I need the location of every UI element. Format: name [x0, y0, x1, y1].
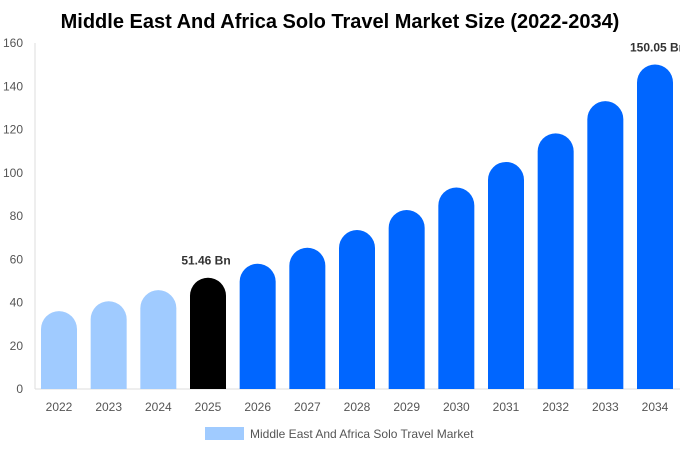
chart-title: Middle East And Africa Solo Travel Marke… — [61, 11, 620, 33]
y-tick-label: 40 — [10, 296, 24, 310]
x-tick-label: 2025 — [195, 400, 222, 414]
bar-2023 — [90, 301, 127, 389]
data-label: 51.46 Bn — [181, 254, 230, 268]
bar-2032 — [537, 133, 574, 389]
x-tick-label: 2022 — [46, 400, 73, 414]
bar-2027 — [289, 247, 326, 389]
data-label: 150.05 Bn — [630, 41, 680, 55]
legend-label: Middle East And Africa Solo Travel Marke… — [250, 427, 474, 441]
x-tick-label: 2027 — [294, 400, 321, 414]
bar-2031 — [488, 161, 524, 389]
data-labels: 51.46 Bn 150.05 Bn — [181, 41, 680, 268]
x-tick-label: 2034 — [642, 400, 669, 414]
y-tick-label: 0 — [16, 382, 23, 396]
x-tick-label: 2029 — [393, 400, 420, 414]
bar-2033 — [587, 101, 624, 389]
bar-2030 — [438, 187, 475, 389]
x-tick-label: 2032 — [542, 400, 569, 414]
x-tick-label: 2024 — [145, 400, 172, 414]
y-tick-label: 60 — [10, 252, 24, 266]
bars — [41, 64, 673, 389]
y-tick-label: 120 — [3, 123, 23, 137]
bar-2028 — [339, 230, 375, 389]
bar-2025 — [190, 277, 226, 389]
bar-2029 — [388, 209, 425, 389]
bar-2026 — [239, 263, 276, 389]
y-tick-label: 20 — [10, 339, 24, 353]
bar-2024 — [140, 290, 177, 389]
bar-2022 — [41, 311, 77, 389]
x-axis: 2022 2023 2024 2025 2026 2027 2028 2029 2030 2031… — [46, 400, 669, 414]
y-tick-label: 80 — [10, 209, 24, 223]
x-tick-label: 2030 — [443, 400, 470, 414]
legend-swatch — [205, 427, 244, 440]
bar-2034 — [637, 64, 673, 389]
x-tick-label: 2033 — [592, 400, 619, 414]
x-tick-label: 2031 — [493, 400, 520, 414]
y-tick-label: 160 — [3, 36, 23, 50]
x-tick-label: 2023 — [95, 400, 122, 414]
y-tick-label: 140 — [3, 79, 23, 93]
y-tick-label: 100 — [3, 166, 23, 180]
x-tick-label: 2028 — [344, 400, 371, 414]
x-tick-label: 2026 — [244, 400, 271, 414]
